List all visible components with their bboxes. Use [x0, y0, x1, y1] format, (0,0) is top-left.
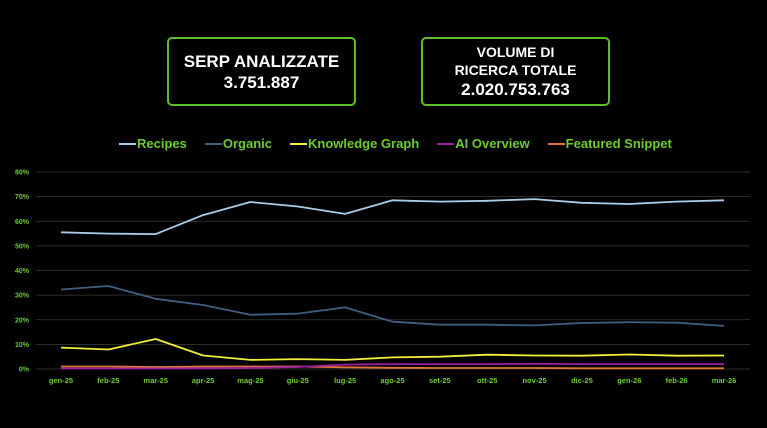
- chart-legend: Recipes Organic Knowledge Graph AI Overv…: [119, 136, 690, 151]
- series-line-recipes: [60, 198, 725, 236]
- legend-item-featured-snippet: Featured Snippet: [547, 136, 672, 151]
- x-tick-label: set-25: [429, 376, 451, 385]
- y-tick-label: 70%: [15, 194, 30, 201]
- kpi-value: 2.020.753.763: [461, 80, 570, 99]
- kpi-serp-analizzate: SERP ANALIZZATE 3.751.887: [167, 37, 356, 106]
- chart-gridlines: [36, 171, 750, 370]
- legend-swatch: [290, 142, 307, 145]
- series-line-featured-snippet: [61, 365, 724, 370]
- legend-label: Organic: [222, 136, 272, 151]
- x-tick-label: dic-25: [571, 376, 593, 385]
- x-tick-label: feb-26: [666, 376, 688, 385]
- kpi-title-line1: VOLUME DI: [476, 44, 555, 60]
- x-tick-label: mar-25: [143, 376, 168, 385]
- y-tick-label: 20%: [15, 317, 30, 324]
- y-tick-label: 40%: [15, 268, 30, 275]
- x-tick-label: lug-25: [334, 376, 356, 385]
- legend-label: AI Overview: [455, 136, 530, 151]
- legend-label: Knowledge Graph: [308, 136, 420, 151]
- x-tick-label: nov-25: [522, 376, 546, 385]
- legend-item-recipes: Recipes: [119, 136, 187, 151]
- x-tick-label: mag-25: [237, 376, 263, 385]
- legend-item-ai-overview: AI Overview: [437, 136, 530, 151]
- kpi-value: 3.751.887: [223, 72, 300, 92]
- series-line-organic: [60, 285, 725, 327]
- legend-label: Recipes: [137, 136, 187, 151]
- y-tick-label: 0%: [19, 367, 30, 374]
- y-tick-label: 60%: [15, 219, 30, 226]
- y-tick-label: 30%: [15, 293, 30, 300]
- legend-item-organic: Organic: [204, 136, 272, 151]
- legend-label: Featured Snippet: [565, 136, 672, 151]
- x-tick-label: feb-25: [97, 376, 119, 385]
- chart-series: [60, 198, 725, 370]
- x-axis-labels: gen-25 feb-25 mar-25 apr-25 mag-25 giu-25 lug-…: [49, 376, 736, 385]
- legend-swatch: [204, 142, 222, 145]
- y-tick-label: 50%: [15, 243, 30, 250]
- series-line-knowledge-graph: [60, 338, 725, 361]
- x-tick-label: gen-25: [49, 376, 73, 385]
- x-tick-label: ott-25: [477, 376, 497, 385]
- y-tick-label: 80%: [15, 170, 30, 177]
- kpi-title: SERP ANALIZZATE: [183, 51, 340, 71]
- x-tick-label: gen-26: [617, 376, 641, 385]
- x-tick-label: ago-25: [380, 376, 404, 385]
- y-axis-labels: 0% 10% 20% 30% 40% 50% 60% 70% 80%: [15, 170, 30, 374]
- kpi-volume-ricerca: VOLUME DI RICERCA TOTALE 2.020.753.763: [421, 37, 610, 106]
- series-line-ai-overview: [61, 362, 724, 370]
- x-tick-label: apr-25: [192, 376, 215, 385]
- legend-swatch: [119, 142, 136, 145]
- y-tick-label: 10%: [15, 342, 30, 349]
- legend-swatch: [437, 142, 455, 145]
- kpi-title-line2: RICERCA TOTALE: [454, 62, 577, 78]
- x-tick-label: giu-25: [287, 376, 309, 385]
- legend-item-knowledge-graph: Knowledge Graph: [290, 136, 419, 151]
- x-tick-label: mar-26: [712, 376, 737, 385]
- legend-swatch: [547, 142, 565, 145]
